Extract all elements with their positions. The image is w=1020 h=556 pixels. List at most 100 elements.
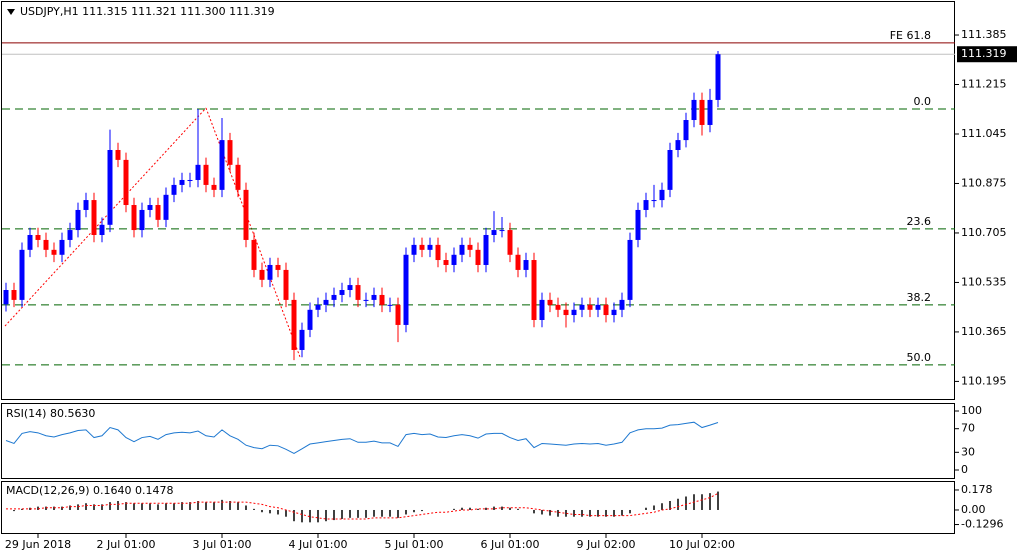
candle-body bbox=[571, 309, 577, 316]
candle-body bbox=[579, 304, 585, 310]
candle-body bbox=[179, 179, 185, 185]
candle-body bbox=[563, 309, 569, 316]
level-label: 38.2 bbox=[907, 291, 932, 304]
main-panel-frame bbox=[1, 1, 955, 400]
candle-body bbox=[131, 205, 137, 231]
y-tick-label: 111.385 bbox=[961, 28, 1007, 41]
rsi-line bbox=[5, 421, 719, 455]
candle-body bbox=[339, 290, 345, 295]
candle-body bbox=[467, 244, 473, 250]
candle-body bbox=[323, 299, 329, 305]
candle-body bbox=[395, 304, 401, 325]
candle-body bbox=[651, 200, 657, 202]
candle-body bbox=[11, 290, 17, 300]
candle-body bbox=[75, 209, 81, 231]
candle-body bbox=[491, 230, 497, 235]
candle-body bbox=[683, 120, 689, 141]
candle-body bbox=[499, 230, 505, 232]
y-tick-label: 110.365 bbox=[961, 325, 1007, 338]
candle-body bbox=[99, 224, 105, 235]
candle-body bbox=[291, 299, 297, 350]
x-tick-label: 3 Jul 01:00 bbox=[193, 538, 252, 551]
candle-body bbox=[163, 194, 169, 220]
y-tick-label: 30 bbox=[961, 445, 975, 458]
level-label: 0.0 bbox=[914, 95, 932, 108]
level-label: 23.6 bbox=[907, 215, 932, 228]
candle-body bbox=[379, 294, 385, 305]
candle-body bbox=[715, 54, 721, 100]
current-price-label: 111.319 bbox=[961, 47, 1007, 60]
candle-body bbox=[235, 164, 241, 190]
menu-triangle[interactable] bbox=[7, 9, 15, 15]
candle-body bbox=[675, 140, 681, 150]
x-tick-label: 2 Jul 01:00 bbox=[97, 538, 156, 551]
candle-body bbox=[267, 264, 273, 280]
x-tick-label: 4 Jul 01:00 bbox=[289, 538, 348, 551]
candle-body bbox=[123, 159, 129, 206]
candle-body bbox=[515, 254, 521, 270]
y-tick-label: 110.875 bbox=[961, 176, 1007, 189]
y-tick-label: 0.00 bbox=[961, 503, 986, 516]
macd-panel-frame bbox=[1, 481, 955, 534]
y-tick-label: 70 bbox=[961, 422, 975, 435]
candle-body bbox=[83, 200, 89, 210]
y-tick-label: 100 bbox=[961, 404, 982, 417]
level-label: 50.0 bbox=[907, 351, 932, 364]
candle-body bbox=[595, 304, 601, 310]
candle-body bbox=[331, 294, 337, 300]
candle-body bbox=[539, 299, 545, 320]
candle-body bbox=[611, 309, 617, 316]
candle-body bbox=[555, 304, 561, 310]
candle-body bbox=[603, 304, 609, 316]
candle-body bbox=[403, 254, 409, 325]
candle-body bbox=[363, 299, 369, 301]
candle-body bbox=[531, 260, 537, 320]
candle-body bbox=[227, 140, 233, 165]
candle-body bbox=[643, 200, 649, 210]
candle-body bbox=[307, 309, 313, 330]
candle-body bbox=[251, 239, 257, 270]
candle-body bbox=[699, 99, 705, 125]
y-tick-label: 110.195 bbox=[961, 374, 1007, 387]
candle-body bbox=[59, 239, 65, 255]
current-price-box bbox=[957, 46, 1017, 63]
candle-body bbox=[115, 149, 121, 160]
candle-body bbox=[259, 269, 265, 280]
y-tick-label: 0.178 bbox=[961, 483, 993, 496]
y-tick-label: 110.705 bbox=[961, 226, 1007, 239]
candle-body bbox=[547, 299, 553, 305]
candle-body bbox=[195, 164, 201, 180]
candle-body bbox=[283, 269, 289, 300]
candle-body bbox=[107, 149, 113, 225]
candle-body bbox=[707, 99, 713, 125]
candle-body bbox=[627, 239, 633, 300]
rsi-title: RSI(14) 80.5630 bbox=[6, 407, 95, 420]
macd-title: MACD(12,26,9) 0.1640 0.1478 bbox=[6, 484, 174, 497]
y-tick-label: 111.045 bbox=[961, 127, 1007, 140]
y-tick-label: 110.535 bbox=[961, 275, 1007, 288]
candle-body bbox=[203, 164, 209, 185]
candle-body bbox=[147, 205, 153, 210]
chart-title: USDJPY,H1 111.315 111.321 111.300 111.31… bbox=[20, 5, 275, 18]
candle-body bbox=[587, 304, 593, 310]
x-tick-label: 29 Jun 2018 bbox=[5, 538, 71, 551]
candle-body bbox=[35, 234, 41, 240]
candle-body bbox=[243, 189, 249, 240]
signal-line bbox=[6, 492, 719, 520]
candle-body bbox=[427, 244, 433, 250]
candle-body bbox=[299, 329, 305, 350]
candle-body bbox=[667, 149, 673, 190]
candle-body bbox=[635, 209, 641, 240]
candle-body bbox=[451, 254, 457, 265]
y-tick-label: 111.215 bbox=[961, 78, 1007, 91]
x-tick-label: 6 Jul 01:00 bbox=[481, 538, 540, 551]
candle-body bbox=[355, 285, 361, 300]
candle-body bbox=[51, 249, 57, 255]
candle-body bbox=[219, 140, 225, 190]
candle-body bbox=[347, 285, 353, 291]
x-tick-label: 10 Jul 02:00 bbox=[669, 538, 735, 551]
candle-body bbox=[3, 290, 9, 305]
candle-body bbox=[43, 239, 49, 250]
candle-body bbox=[19, 249, 25, 300]
